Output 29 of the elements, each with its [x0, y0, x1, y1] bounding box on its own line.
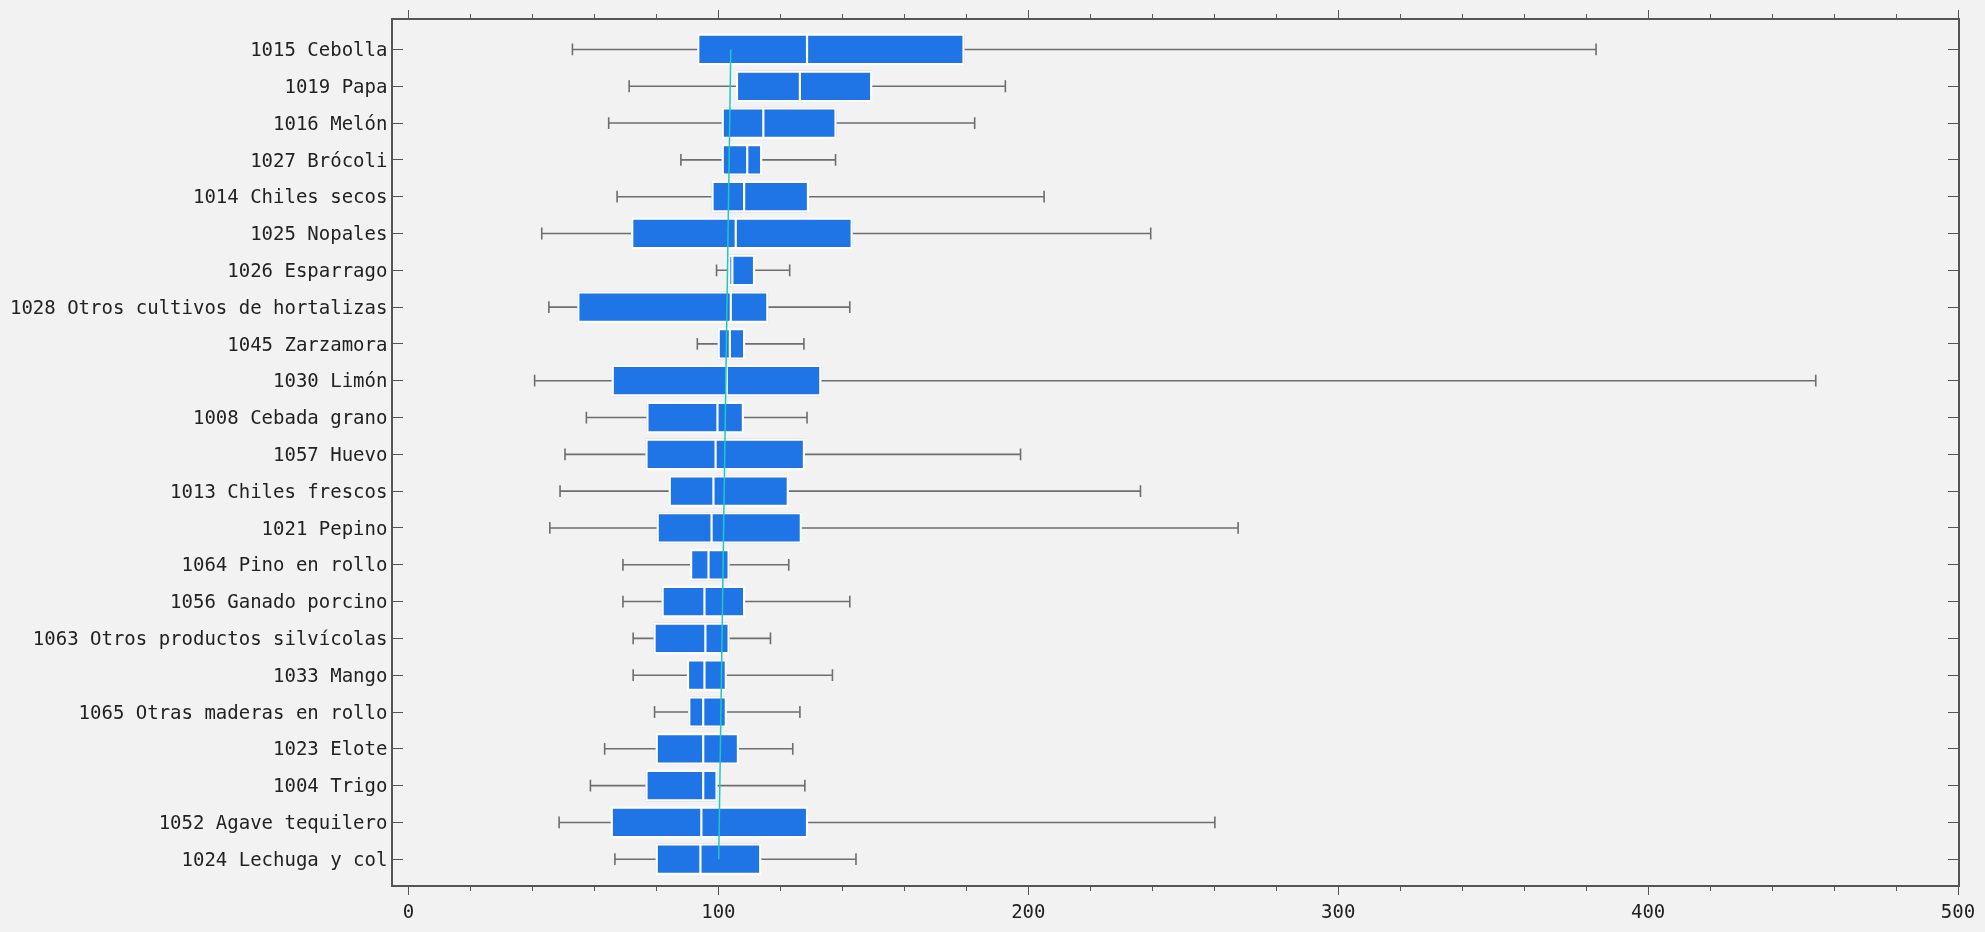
y-tick-label: 1057 Huevo [273, 442, 388, 465]
y-tick-label: 1013 Chiles frescos [170, 479, 388, 502]
y-tick-label: 1065 Otras maderas en rollo [78, 700, 388, 723]
y-tick-label: 1028 Otros cultivos de hortalizas [9, 295, 388, 318]
x-tick-label: 0 [402, 899, 415, 922]
y-tick-label: 1024 Lechuga y col [181, 847, 388, 870]
y-tick-label: 1052 Agave tequilero [158, 811, 388, 834]
y-tick-label: 1019 Papa [284, 74, 388, 97]
x-tick-label: 400 [1630, 899, 1666, 922]
y-tick-label: 1016 Melón [273, 111, 388, 134]
y-tick-label: 1004 Trigo [273, 774, 388, 797]
y-tick-label: 1023 Elote [273, 737, 388, 760]
x-tick-label: 100 [701, 899, 736, 922]
y-tick-label: 1030 Limón [273, 369, 388, 392]
x-tick-label: 500 [1940, 899, 1976, 922]
x-tick-label: 300 [1321, 899, 1356, 922]
y-tick-label: 1015 Cebolla [250, 38, 388, 61]
y-tick-label: 1025 Nopales [250, 222, 388, 245]
y-tick-label: 1027 Brócoli [250, 148, 388, 171]
y-tick-label: 1014 Chiles secos [192, 185, 388, 208]
x-tick-label: 200 [1011, 899, 1046, 922]
y-tick-label: 1026 Esparrago [227, 258, 388, 281]
y-tick-label: 1063 Otros productos silvícolas [32, 627, 388, 650]
y-tick-label: 1008 Cebada grano [192, 406, 388, 429]
y-tick-label: 1021 Pepino [261, 516, 388, 539]
y-tick-label: 1045 Zarzamora [227, 332, 388, 355]
y-tick-label: 1033 Mango [273, 663, 388, 686]
y-tick-label: 1064 Pino en rollo [181, 553, 388, 576]
y-tick-label: 1056 Ganado porcino [170, 590, 388, 613]
